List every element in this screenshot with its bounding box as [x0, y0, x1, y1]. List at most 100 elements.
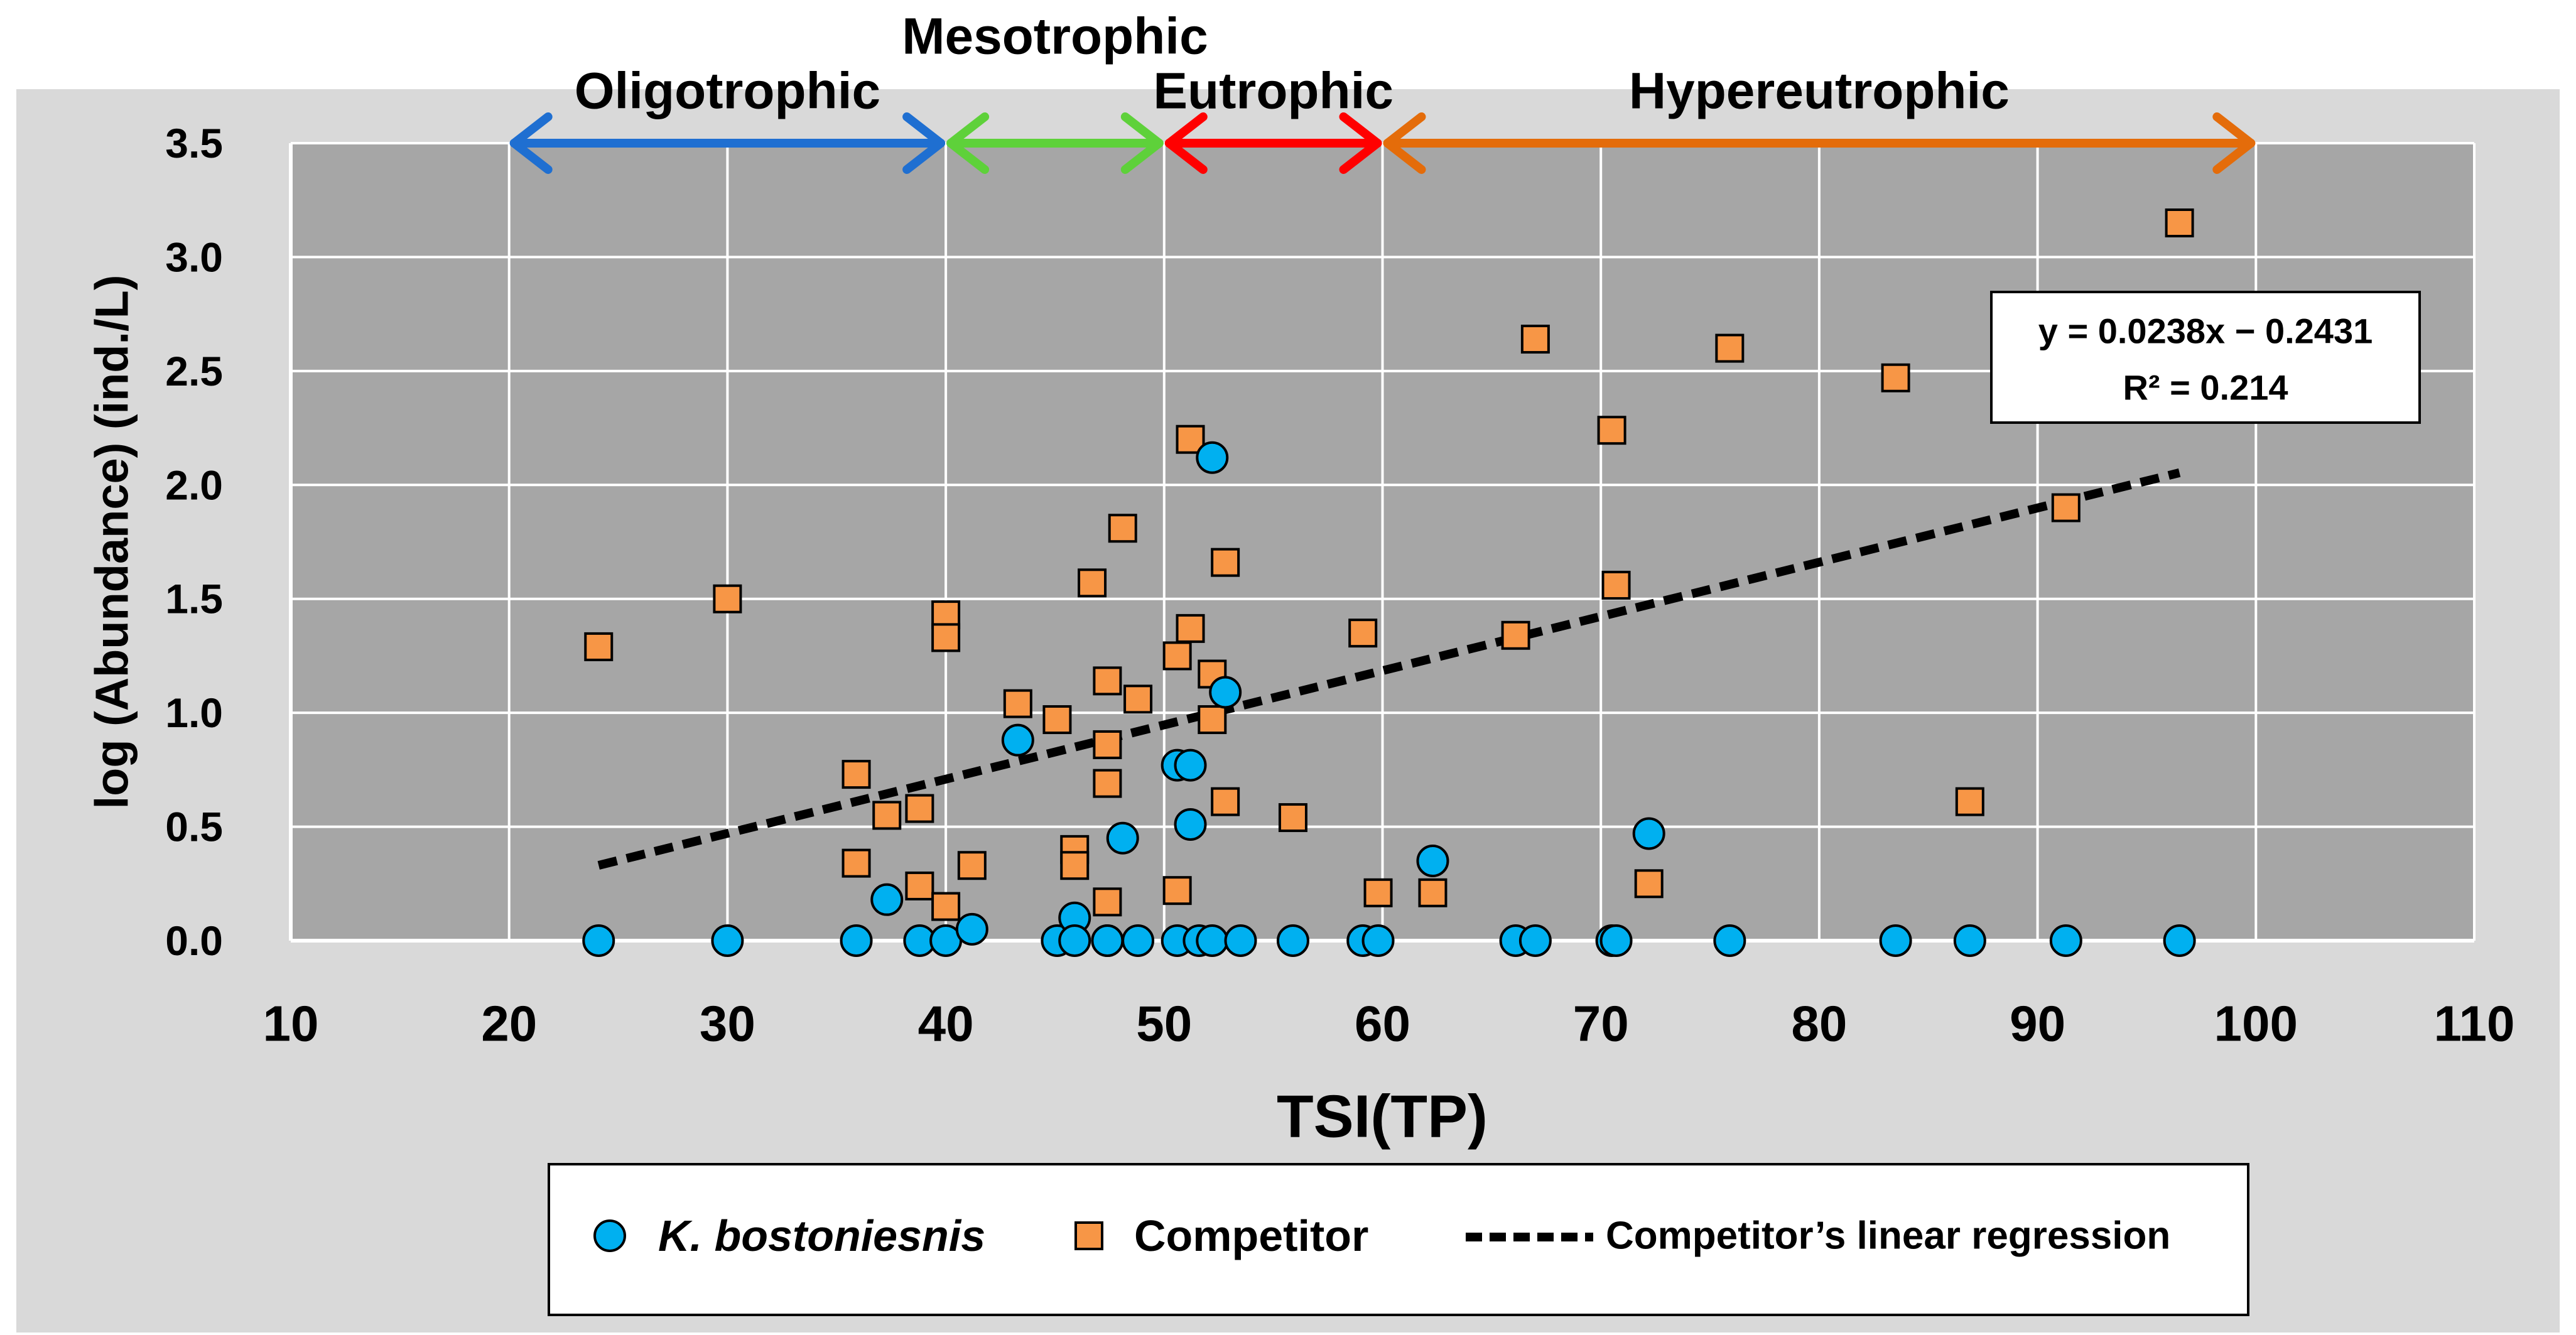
legend-label-competitor: Competitor — [1134, 1211, 1368, 1260]
trophic-label-oligotrophic: Oligotrophic — [575, 63, 880, 120]
y-tick-label: 1.0 — [165, 689, 223, 736]
x-axis-label: TSI(TP) — [1277, 1083, 1488, 1150]
k-bostoniesnis-point — [1001, 723, 1034, 757]
trophic-label-mesotrophic: Mesotrophic — [902, 8, 1208, 65]
x-tick-label: 50 — [1136, 996, 1192, 1052]
competitor-point — [842, 760, 871, 789]
k-bostoniesnis-point — [1632, 817, 1665, 850]
x-tick-label: 30 — [700, 996, 755, 1052]
competitor-point — [905, 871, 934, 900]
k-bostoniesnis-point — [2163, 924, 2196, 957]
competitor-point — [931, 623, 961, 652]
competitor-point — [931, 892, 961, 921]
competitor-point — [2165, 208, 2194, 237]
x-tick-label: 90 — [2010, 996, 2065, 1052]
y-tick-label: 2.5 — [165, 348, 223, 394]
x-tick-label: 110 — [2433, 996, 2514, 1052]
k-bostoniesnis-point — [1713, 924, 1746, 957]
legend-label-k-bostoniesnis: K. bostoniesnis — [658, 1211, 985, 1260]
competitor-point — [1176, 424, 1205, 454]
k-bostoniesnis-point — [840, 924, 873, 957]
competitor-point — [1597, 416, 1626, 445]
k-bostoniesnis-point — [1953, 924, 1986, 957]
competitor-point — [1520, 325, 1550, 354]
competitor-point — [1501, 620, 1530, 650]
trophic-arrow-mesotrophic — [946, 112, 1164, 174]
trophic-arrow-oligotrophic — [509, 112, 946, 174]
x-tick-label: 40 — [918, 996, 974, 1052]
x-axis-tick-labels: 10 20 30 40 50 60 70 80 90 100 110 — [263, 996, 2515, 1052]
competitor-point — [1123, 684, 1153, 714]
competitor-point — [1003, 689, 1032, 718]
legend: K. bostoniesnis Competitor Competitor’s … — [548, 1163, 2249, 1316]
y-tick-label: 0.5 — [165, 804, 223, 850]
k-bostoniesnis-point — [1196, 441, 1229, 474]
trophic-arrow-hypereutrophic — [1383, 112, 2256, 174]
k-bostoniesnis-point — [1091, 924, 1124, 957]
competitor-point — [842, 848, 871, 878]
competitor-point — [1078, 568, 1107, 598]
regression-line-group — [597, 468, 2181, 870]
y-tick-label: 2.0 — [165, 462, 223, 508]
k-bostoniesnis-point — [1361, 924, 1395, 957]
trophic-arrow-eutrophic — [1164, 112, 1382, 174]
x-tick-label: 80 — [1791, 996, 1847, 1052]
competitor-point — [1093, 887, 1122, 917]
k-bostoniesnis-point — [1174, 808, 1207, 841]
competitor-point — [1955, 787, 1984, 816]
trophic-label-eutrophic: Eutrophic — [1153, 63, 1394, 120]
competitor-point — [1108, 514, 1137, 543]
competitor-point — [1060, 851, 1090, 880]
y-axis-label: log (Abundance) (ind./L) — [86, 275, 138, 809]
y-tick-label: 1.5 — [165, 576, 223, 622]
legend-label-regression: Competitor’s linear regression — [1606, 1214, 2170, 1258]
competitor-point — [1278, 803, 1307, 833]
x-tick-label: 10 — [263, 996, 319, 1052]
k-bostoniesnis-point — [1599, 924, 1633, 957]
competitor-point — [1634, 869, 1664, 899]
competitor-point — [584, 632, 614, 661]
competitor-point — [1601, 570, 1631, 600]
competitor-point — [1418, 878, 1448, 907]
x-tick-label: 60 — [1355, 996, 1410, 1052]
competitor-point — [957, 851, 987, 880]
y-tick-label: 3.5 — [165, 120, 223, 166]
y-tick-label: 0.0 — [165, 917, 223, 964]
k-bostoniesnis-point — [1122, 924, 1155, 957]
k-bostoniesnis-point — [1174, 749, 1207, 782]
legend-square-marker — [1074, 1221, 1103, 1250]
competitor-point — [905, 794, 934, 823]
competitor-point — [1093, 769, 1122, 798]
k-bostoniesnis-point — [2049, 924, 2082, 957]
k-bostoniesnis-point — [1209, 676, 1242, 709]
k-bostoniesnis-point — [870, 883, 904, 916]
competitor-point — [1881, 363, 1910, 392]
competitor-points — [584, 208, 2194, 921]
competitor-point — [1363, 878, 1393, 907]
k-bostoniesnis-point — [1276, 924, 1309, 957]
regression-equation-box: y = 0.0238x − 0.2431 R² = 0.214 — [1990, 291, 2421, 424]
k-bostoniesnis-point — [1106, 821, 1139, 855]
k-bostoniesnis-point — [1224, 924, 1257, 957]
competitor-point — [1042, 705, 1072, 735]
competitor-point — [1715, 333, 1745, 363]
x-tick-label: 20 — [481, 996, 537, 1052]
competitor-point — [2051, 493, 2081, 522]
k-bostoniesnis-point — [1879, 924, 1912, 957]
y-tick-label: 3.0 — [165, 234, 223, 280]
competitor-point — [1162, 641, 1192, 671]
k-bostoniesnis-point — [582, 924, 615, 957]
competitor-point — [872, 801, 902, 830]
k-bostoniesnis-point — [955, 912, 988, 946]
competitor-point — [1348, 619, 1378, 648]
y-axis-tick-labels: 0.0 0.5 1.0 1.5 2.0 2.5 3.0 3.5 — [165, 120, 223, 964]
competitor-point — [1198, 705, 1227, 735]
regression-equation: y = 0.0238x − 0.2431 — [2038, 311, 2373, 351]
trophic-label-hypereutrophic: Hypereutrophic — [1629, 63, 2010, 120]
competitor-point — [1176, 613, 1205, 643]
k-bostoniesnis-point — [1416, 845, 1449, 877]
competitor-point — [1211, 548, 1240, 577]
competitor-point — [1093, 666, 1122, 696]
